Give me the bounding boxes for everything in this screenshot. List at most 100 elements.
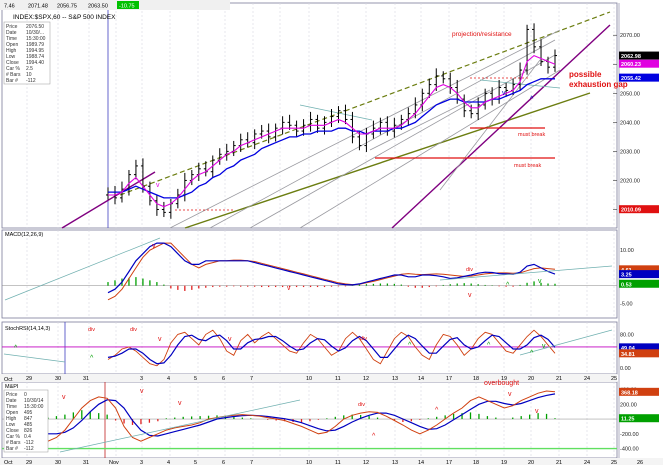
header-readout-4: -10.75	[119, 4, 135, 10]
stoch-marker: ^	[408, 342, 412, 349]
mpi-tag-label: 11.25	[621, 417, 634, 423]
x-tick-label: 21	[556, 460, 562, 465]
info-value-bottom: 826	[24, 428, 33, 434]
info-label: Time	[6, 36, 17, 42]
mid-axis-tick: 18	[473, 376, 479, 382]
stoch-tick-label: 0.00	[620, 366, 631, 372]
macd-marker-v: v	[468, 292, 472, 299]
price-tag	[619, 59, 659, 68]
macd-tag-label: 3.25	[621, 273, 632, 279]
info-label: # Bars	[6, 72, 21, 78]
price-tag-label: 2060.23	[621, 62, 641, 68]
annotation-must-break-2: must break	[514, 163, 541, 169]
price-tick-label: 2020.00	[620, 178, 640, 184]
mid-axis-tick: 17	[446, 376, 452, 382]
mid-axis-tick: 20	[528, 376, 534, 382]
annotation-exhaustion-gap: exhaustion gap	[569, 80, 628, 89]
mpi-tick-label: 200.00	[620, 402, 637, 408]
x-tick-label: 3	[140, 460, 143, 465]
info-value: 1994.40	[26, 60, 44, 66]
stoch-tag-label: 49.04	[621, 346, 636, 352]
info-label-bottom: Date	[6, 398, 17, 404]
price-tag	[619, 73, 659, 82]
x-tick-label: 13	[392, 460, 398, 465]
annotation-div-stoch-1: div	[88, 327, 95, 333]
x-tick-label: 26	[637, 460, 643, 465]
info-value: 1994.95	[26, 48, 44, 54]
header-readout-3: 2063.50	[88, 4, 108, 10]
mpi-tick-label: -400.00	[620, 447, 639, 453]
mpi-marker: v	[535, 408, 539, 415]
fan-line-5	[439, 59, 541, 191]
stoch-title: StochRSI(14,14,3)	[5, 326, 50, 332]
mid-axis-tick: 13	[392, 376, 398, 382]
annotation-must-break-1: must break	[518, 132, 545, 138]
mpi-line-a	[47, 390, 556, 442]
mpi-marker: ^	[435, 407, 439, 414]
macd-tag	[619, 265, 659, 274]
stoch-trend-line	[3, 353, 66, 363]
macd-title: MACD(12,26,9)	[5, 232, 43, 238]
stoch-marker: ^	[14, 345, 18, 352]
x-tick-label: 5	[194, 460, 197, 465]
x-tick-label: 25	[611, 460, 617, 465]
purple-channel-line	[391, 24, 611, 229]
macd-tag	[619, 270, 659, 279]
x-tick-label: 6	[222, 460, 225, 465]
x-tick-label: 11	[335, 460, 341, 465]
info-label: High	[6, 48, 17, 54]
ma-fast-line	[108, 54, 556, 208]
info-value: 10/30/...	[26, 30, 44, 36]
stoch-k-line	[107, 329, 556, 367]
annotation-overbought: overbought	[484, 380, 519, 387]
price-tag-label: 2062.98	[621, 54, 641, 60]
info-value-bottom: 10/30/14	[24, 398, 44, 404]
mid-axis-tick: 21	[556, 376, 562, 382]
info-label-bottom: Low	[6, 422, 16, 428]
x-tick-label: Nov	[109, 460, 119, 465]
mid-axis-tick: 11	[335, 376, 341, 382]
pane-frame-0	[1, 2, 618, 229]
info-box-bottom	[3, 389, 49, 453]
mid-axis-tick: 7	[250, 376, 253, 382]
info-value: 1989.79	[26, 42, 44, 48]
stoch-marker: ^	[487, 342, 491, 349]
x-tick-label: 14	[418, 460, 424, 465]
x-tick-label: 7	[250, 460, 253, 465]
x-tick-label: 18	[473, 460, 479, 465]
info-label: Price	[6, 24, 18, 30]
info-value-bottom: 485	[24, 422, 33, 428]
mid-axis-tick: 5	[194, 376, 197, 382]
mid-axis-tick: 19	[501, 376, 507, 382]
info-label: Date	[6, 30, 17, 36]
marker-caret: ^	[530, 96, 534, 103]
x-tick-label: 10	[306, 460, 312, 465]
info-label-bottom: Close	[6, 428, 19, 434]
mpi-tag	[619, 414, 659, 423]
x-tick-label: 29	[26, 460, 32, 465]
info-value-bottom: -112	[24, 440, 34, 446]
macd-line	[107, 242, 556, 294]
x-tick-label: 31	[83, 460, 89, 465]
annotation-div-bottom: div	[358, 402, 365, 408]
x-tick-label: 20	[528, 460, 534, 465]
mid-axis-tick: 29	[26, 376, 32, 382]
annotation-possible: possible	[569, 70, 602, 79]
fan-line-3	[299, 69, 561, 229]
macd-marker-v: v	[152, 243, 156, 250]
change-badge	[117, 1, 139, 9]
x-tick-label: 30	[55, 460, 61, 465]
info-value-bottom: 15:30:00	[24, 404, 44, 410]
x-tick-label: 4	[167, 460, 170, 465]
price-tick-label: 2070.00	[620, 33, 640, 39]
macd-tick-label: -5.00	[620, 301, 633, 307]
mid-axis-tick: 14	[418, 376, 424, 382]
info-label: Close	[6, 60, 19, 66]
lower-channel-line	[184, 92, 591, 229]
mpi-title: M&PI	[5, 384, 19, 390]
info-label-bottom: Car %	[6, 434, 20, 440]
annotation-div-macd: div	[466, 267, 473, 273]
info-label-bottom: # Bars	[6, 440, 21, 446]
info-value-bottom: -112	[24, 446, 34, 452]
